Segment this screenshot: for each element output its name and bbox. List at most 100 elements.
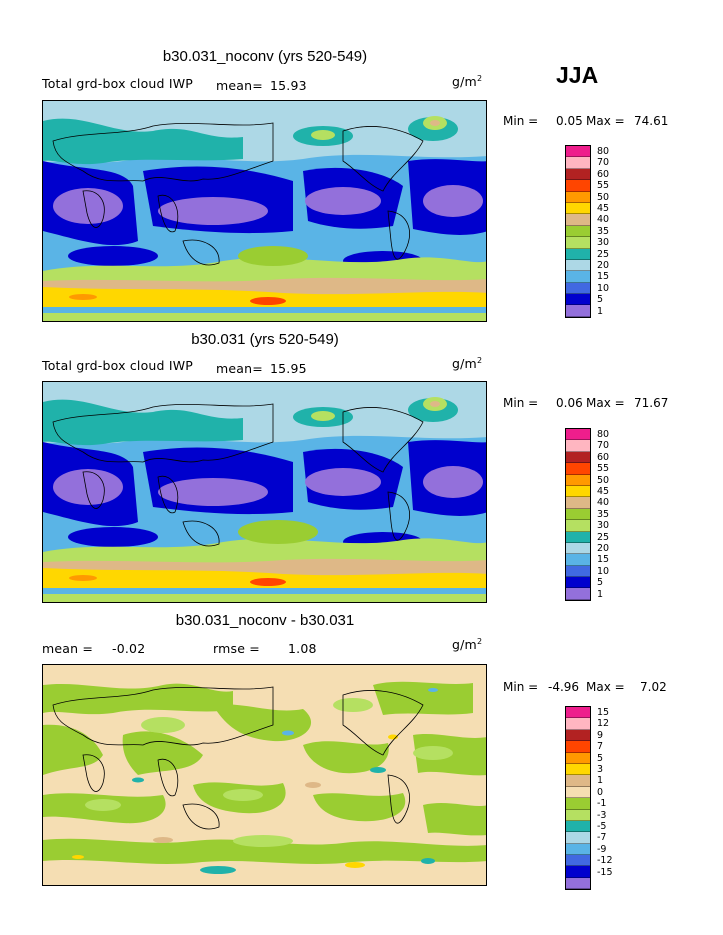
colorbar-tick-label: 25 bbox=[597, 248, 610, 260]
colorbar-tick-label: 15 bbox=[597, 707, 610, 718]
colorbar-swatch bbox=[566, 214, 590, 226]
panel-1-map bbox=[42, 100, 487, 322]
panel-2-map bbox=[42, 381, 487, 603]
colorbar-swatch bbox=[566, 497, 590, 509]
colorbar-tick-label: 50 bbox=[597, 474, 610, 486]
colorbar-swatch bbox=[566, 565, 590, 578]
panel-1-title: b30.031_noconv (yrs 520-549) bbox=[162, 48, 368, 65]
colorbar-tick-label: 9 bbox=[597, 729, 604, 741]
colorbar-swatch bbox=[566, 707, 590, 719]
colorbar-tick-label: 60 bbox=[597, 451, 610, 463]
panel-3-mean-value: -0.02 bbox=[112, 641, 146, 656]
panel-2-min-label: Min = bbox=[503, 396, 539, 410]
panel-1-mean-label: mean= bbox=[216, 78, 263, 93]
panel-1-min-label: Min = bbox=[503, 114, 539, 128]
season-label: JJA bbox=[556, 62, 599, 88]
colorbar-tick-label: 50 bbox=[597, 191, 610, 203]
panel-3-rmse-value: 1.08 bbox=[288, 641, 317, 656]
colorbar-swatch bbox=[566, 752, 590, 764]
panel-2-mean-label: mean= bbox=[216, 361, 263, 376]
colorbar-swatch bbox=[566, 866, 590, 878]
colorbar-tick-label: -5 bbox=[597, 821, 607, 832]
panel-1-min-value: 0.05 bbox=[556, 114, 583, 128]
panel-1-max-label: Max = bbox=[586, 114, 625, 128]
colorbar-tick-label: 1 bbox=[597, 588, 604, 600]
colorbar-swatch bbox=[566, 225, 590, 238]
colorbar-tick-label: 40 bbox=[597, 497, 610, 509]
colorbar-swatch bbox=[566, 729, 590, 742]
colorbar-swatch bbox=[566, 237, 590, 249]
colorbar-tick-label: 1 bbox=[597, 775, 604, 787]
colorbar-swatch bbox=[566, 168, 590, 181]
colorbar-tick-label: 5 bbox=[597, 577, 604, 589]
colorbar-tick-label: 0 bbox=[597, 786, 604, 798]
colorbar-tick-label: 30 bbox=[597, 237, 610, 249]
colorbar-swatch bbox=[566, 843, 590, 856]
colorbar-swatch bbox=[566, 485, 590, 498]
colorbar-tick-label: -9 bbox=[597, 843, 607, 855]
colorbar-swatch bbox=[566, 282, 590, 295]
panel-1-colorbar bbox=[565, 145, 591, 318]
colorbar-tick-label: 7 bbox=[597, 741, 604, 753]
panel-3-map bbox=[42, 664, 487, 886]
colorbar-swatch bbox=[566, 440, 590, 452]
colorbar-tick-label: 55 bbox=[597, 180, 610, 192]
colorbar-tick-label: 70 bbox=[597, 440, 610, 452]
colorbar-tick-label: 5 bbox=[597, 752, 604, 764]
colorbar-tick-label: 40 bbox=[597, 214, 610, 226]
colorbar-tick-label: -1 bbox=[597, 798, 607, 810]
colorbar-tick-label: 15 bbox=[597, 554, 610, 566]
colorbar-tick-label: 80 bbox=[597, 429, 610, 440]
colorbar-tick-label: 60 bbox=[597, 168, 610, 180]
colorbar-swatch bbox=[566, 820, 590, 833]
panel-2-title: b30.031 (yrs 520-549) bbox=[191, 331, 339, 348]
colorbar-swatch bbox=[566, 463, 590, 475]
colorbar-swatch bbox=[566, 718, 590, 730]
colorbar-swatch bbox=[566, 588, 590, 600]
colorbar-tick-label: 3 bbox=[597, 764, 604, 775]
colorbar-swatch bbox=[566, 877, 590, 890]
colorbar-tick-label: 35 bbox=[597, 225, 610, 237]
colorbar-tick-label: 10 bbox=[597, 282, 610, 294]
panel-2-colorbar bbox=[565, 428, 591, 601]
colorbar-swatch bbox=[566, 248, 590, 260]
colorbar-tick-label: 15 bbox=[597, 271, 610, 283]
colorbar-tick-label: 70 bbox=[597, 157, 610, 169]
panel-3-mean-label: mean = bbox=[42, 641, 94, 656]
colorbar-swatch bbox=[566, 798, 590, 810]
colorbar-swatch bbox=[566, 259, 590, 272]
colorbar-tick-label: 80 bbox=[597, 146, 610, 157]
panel-3-max-label: Max = bbox=[586, 680, 625, 694]
colorbar-swatch bbox=[566, 271, 590, 283]
panel-1-units: g/m2 bbox=[452, 74, 483, 90]
panel-1-variable-label: Total grd-box cloud IWP bbox=[42, 76, 194, 91]
colorbar-swatch bbox=[566, 451, 590, 464]
colorbar-swatch bbox=[566, 305, 590, 317]
colorbar-swatch bbox=[566, 508, 590, 521]
colorbar-swatch bbox=[566, 832, 590, 844]
colorbar-tick-label: 20 bbox=[597, 260, 610, 271]
colorbar-tick-label: 45 bbox=[597, 486, 610, 497]
colorbar-tick-label: 45 bbox=[597, 203, 610, 214]
colorbar-swatch bbox=[566, 763, 590, 776]
colorbar-swatch bbox=[566, 146, 590, 158]
colorbar-swatch bbox=[566, 809, 590, 821]
colorbar-swatch bbox=[566, 542, 590, 555]
colorbar-swatch bbox=[566, 741, 590, 753]
panel-3-title: b30.031_noconv - b30.031 bbox=[175, 612, 355, 629]
panel-2-max-value: 71.67 bbox=[634, 396, 669, 410]
colorbar-swatch bbox=[566, 157, 590, 169]
colorbar-tick-label: 20 bbox=[597, 543, 610, 554]
colorbar-tick-label: -3 bbox=[597, 809, 607, 821]
colorbar-tick-label: 30 bbox=[597, 520, 610, 532]
colorbar-tick-label: 10 bbox=[597, 565, 610, 577]
colorbar-swatch bbox=[566, 180, 590, 192]
panel-2-units: g/m2 bbox=[452, 356, 483, 372]
colorbar-swatch bbox=[566, 429, 590, 441]
panel-3-rmse-label: rmse = bbox=[213, 641, 260, 656]
panel-3-max-value: 7.02 bbox=[640, 680, 667, 694]
colorbar-tick-label: -15 bbox=[597, 866, 613, 878]
colorbar-swatch bbox=[566, 786, 590, 799]
colorbar-swatch bbox=[566, 855, 590, 867]
colorbar-tick-label: -12 bbox=[597, 855, 613, 867]
